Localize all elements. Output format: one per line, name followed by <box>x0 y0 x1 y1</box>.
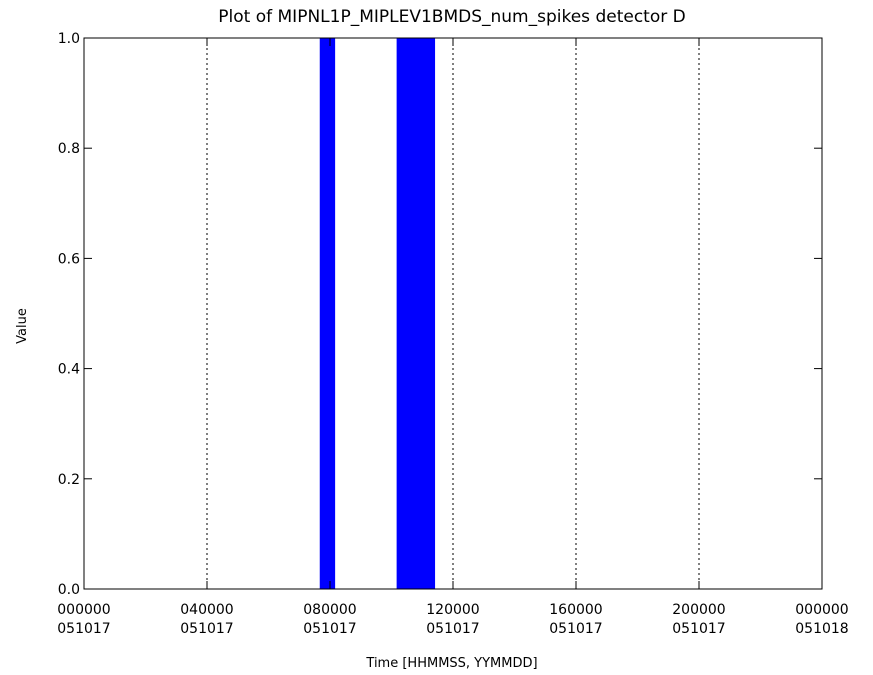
y-axis-label: Value <box>15 308 30 344</box>
data-bar <box>319 38 336 589</box>
chart-title: Plot of MIPNL1P_MIPLEV1BMDS_num_spikes d… <box>218 7 685 27</box>
x-tick-label-time: 200000 <box>672 602 725 618</box>
x-tick-label-date: 051017 <box>426 621 479 637</box>
y-tick-label: 0.6 <box>58 251 80 267</box>
x-axis-ticks: 000000 051017 040000 051017 080000 051017 1200… <box>57 38 849 637</box>
grid-lines <box>206 38 700 589</box>
x-tick-label-time: 120000 <box>426 602 479 618</box>
x-tick-label-date: 051017 <box>57 621 110 637</box>
y-axis-ticks: 0.0 0.2 0.4 0.6 0.8 1.0 <box>58 31 822 598</box>
bars <box>319 38 436 589</box>
x-tick-label-date: 051017 <box>303 621 356 637</box>
x-axis-label: Time [HHMMSS, YYMMDD] <box>365 656 537 671</box>
x-tick-label-time: 000000 <box>57 602 110 618</box>
y-tick-label: 0.2 <box>58 472 80 488</box>
x-tick-label-time: 040000 <box>180 602 233 618</box>
x-tick-label-date: 051017 <box>180 621 233 637</box>
x-tick-label-date: 051018 <box>795 621 848 637</box>
x-tick-label-date: 051017 <box>672 621 725 637</box>
x-tick-label-time: 160000 <box>549 602 602 618</box>
data-bar <box>396 38 436 589</box>
x-tick-label-date: 051017 <box>549 621 602 637</box>
x-tick-label-time: 080000 <box>303 602 356 618</box>
y-tick-label: 0.8 <box>58 141 80 157</box>
y-tick-label: 1.0 <box>58 31 80 47</box>
x-tick-label-time: 000000 <box>795 602 848 618</box>
y-tick-label: 0.0 <box>58 582 80 598</box>
y-tick-label: 0.4 <box>58 362 80 378</box>
